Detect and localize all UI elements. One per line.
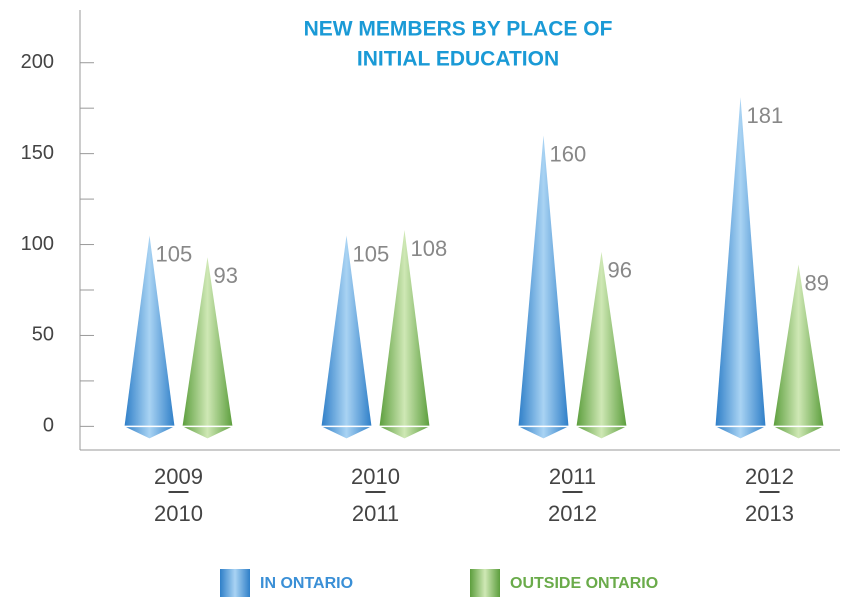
value-label: 108 [411, 236, 448, 261]
cone [715, 97, 766, 439]
x-tick-label: 2012 [548, 501, 597, 526]
x-tick-label: 2010 [351, 464, 400, 489]
value-label: 160 [550, 141, 587, 166]
cone [182, 257, 233, 439]
value-label: 105 [156, 241, 193, 266]
cone [379, 230, 430, 439]
x-tick-label: 2010 [154, 501, 203, 526]
x-tick-label: 2011 [352, 501, 399, 526]
x-tick-label: 2013 [745, 501, 794, 526]
y-tick-label: 50 [32, 324, 54, 346]
chart-title: NEW MEMBERS BY PLACE OF [304, 18, 613, 41]
cone [773, 264, 824, 439]
y-tick-label: 0 [43, 415, 54, 437]
legend-swatch [220, 569, 250, 597]
cone [321, 235, 372, 439]
value-label: 105 [353, 241, 390, 266]
cone [124, 235, 175, 439]
chart-title: INITIAL EDUCATION [357, 48, 559, 71]
y-tick-label: 200 [21, 51, 54, 73]
legend-label: OUTSIDE ONTARIO [510, 575, 658, 592]
cone [518, 135, 569, 439]
x-tick-label: 2012 [745, 464, 794, 489]
y-tick-label: 100 [21, 233, 54, 255]
x-tick-label: 2011 [549, 464, 596, 489]
value-label: 96 [608, 258, 632, 283]
value-label: 89 [805, 270, 829, 295]
cone [576, 251, 627, 439]
y-tick-label: 150 [21, 142, 54, 164]
value-label: 93 [214, 263, 238, 288]
legend-label: IN ONTARIO [260, 575, 353, 592]
legend-swatch [470, 569, 500, 597]
x-tick-label: 2009 [154, 464, 203, 489]
value-label: 181 [747, 103, 784, 128]
